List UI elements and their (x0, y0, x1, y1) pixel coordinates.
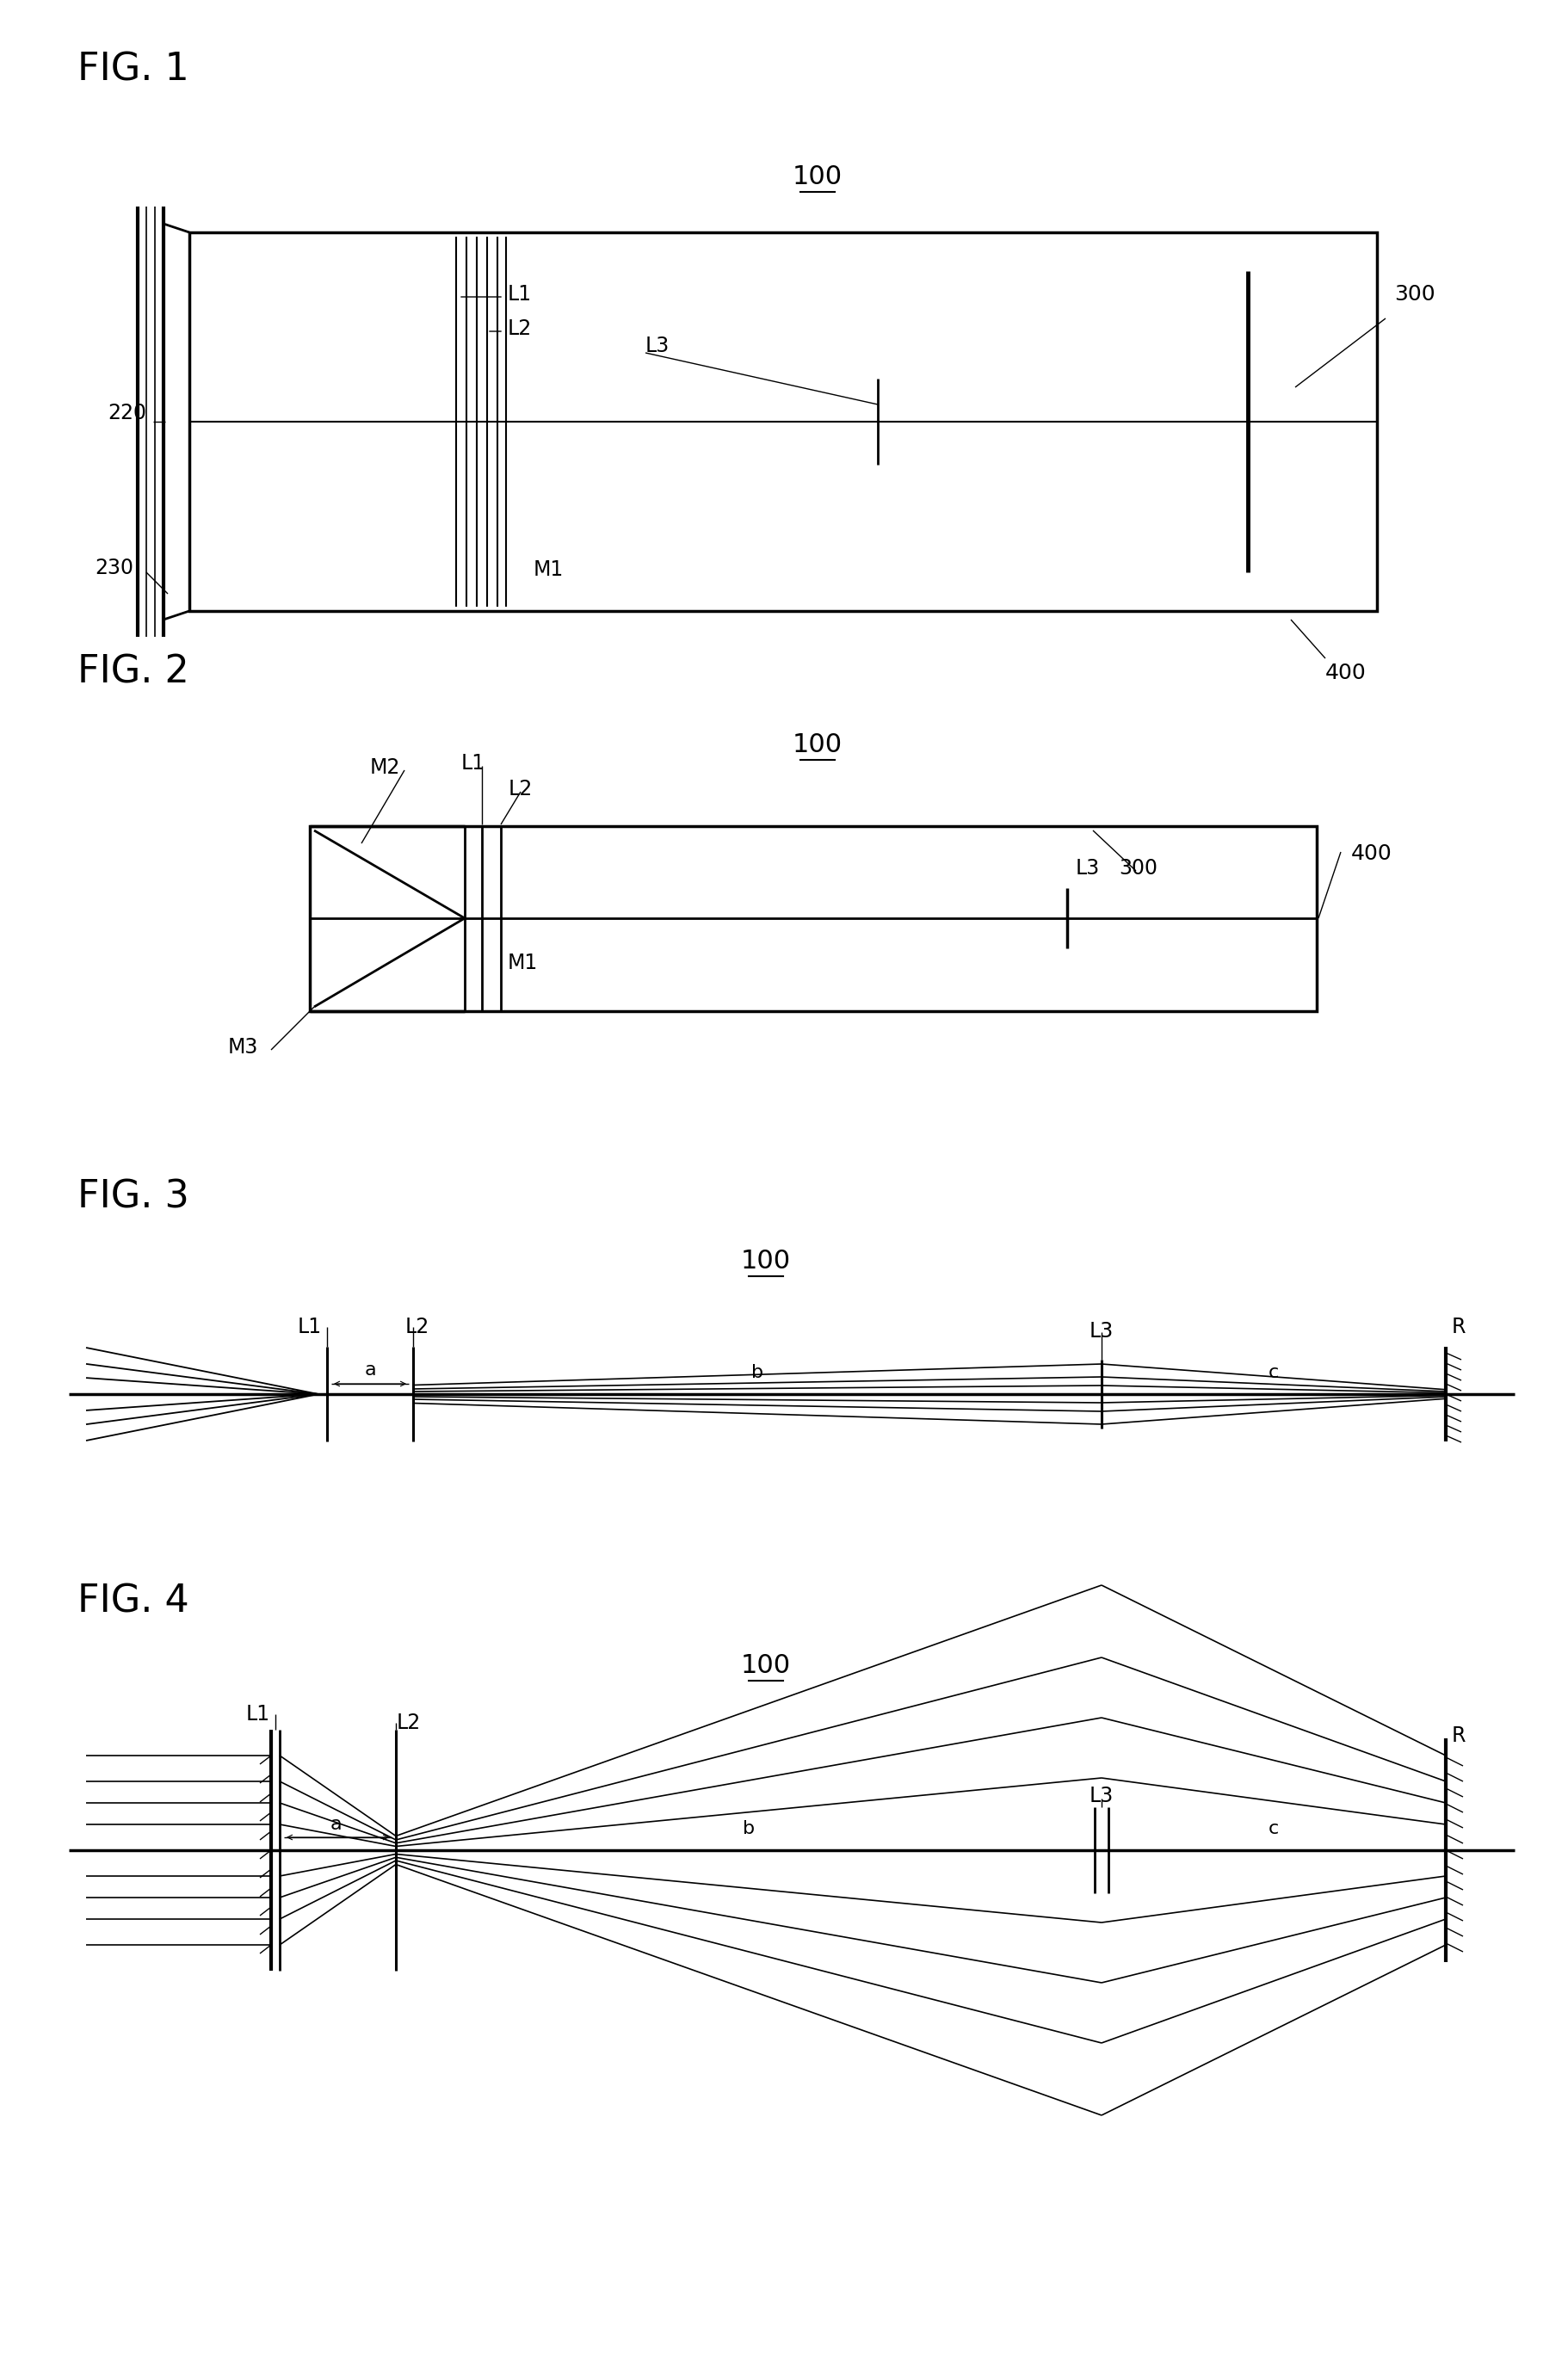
Text: FIG. 2: FIG. 2 (77, 654, 190, 692)
Text: a: a (364, 1360, 376, 1379)
Text: 100: 100 (742, 1249, 790, 1273)
Text: a: a (329, 1815, 342, 1832)
Bar (190, 232, 1377, 611)
Text: L2: L2 (508, 780, 533, 799)
Text: 300: 300 (1394, 284, 1435, 306)
Bar (310, 827, 1317, 1012)
Text: 400: 400 (1325, 664, 1366, 683)
Text: c: c (1269, 1820, 1279, 1837)
Text: b: b (751, 1365, 764, 1382)
Text: FIG. 4: FIG. 4 (77, 1583, 190, 1621)
Text: 100: 100 (792, 164, 842, 190)
Text: L1: L1 (298, 1318, 321, 1337)
Text: b: b (743, 1820, 754, 1837)
Text: L1: L1 (461, 754, 486, 773)
Text: FIG. 3: FIG. 3 (77, 1178, 190, 1216)
Text: L2: L2 (508, 318, 532, 339)
Text: 300: 300 (1120, 858, 1157, 879)
Text: L1: L1 (508, 284, 532, 306)
Text: R: R (1452, 1725, 1466, 1747)
Text: M3: M3 (227, 1038, 259, 1057)
Text: M1: M1 (533, 559, 564, 581)
Text: R: R (1452, 1318, 1466, 1337)
Text: L3: L3 (1090, 1320, 1113, 1341)
Text: 400: 400 (1352, 844, 1392, 865)
Text: c: c (1269, 1365, 1279, 1382)
Text: FIG. 1: FIG. 1 (77, 52, 190, 88)
Text: M1: M1 (508, 953, 538, 974)
Text: L3: L3 (646, 337, 670, 356)
Text: 100: 100 (742, 1654, 790, 1678)
Text: L3: L3 (1090, 1785, 1113, 1806)
Text: L1: L1 (246, 1704, 270, 1725)
Text: 220: 220 (108, 403, 146, 424)
Text: 230: 230 (94, 557, 133, 578)
Text: M2: M2 (370, 758, 400, 777)
Text: L2: L2 (397, 1714, 420, 1732)
Text: L3: L3 (1076, 858, 1101, 879)
Text: 100: 100 (792, 732, 842, 758)
Text: L2: L2 (405, 1318, 430, 1337)
